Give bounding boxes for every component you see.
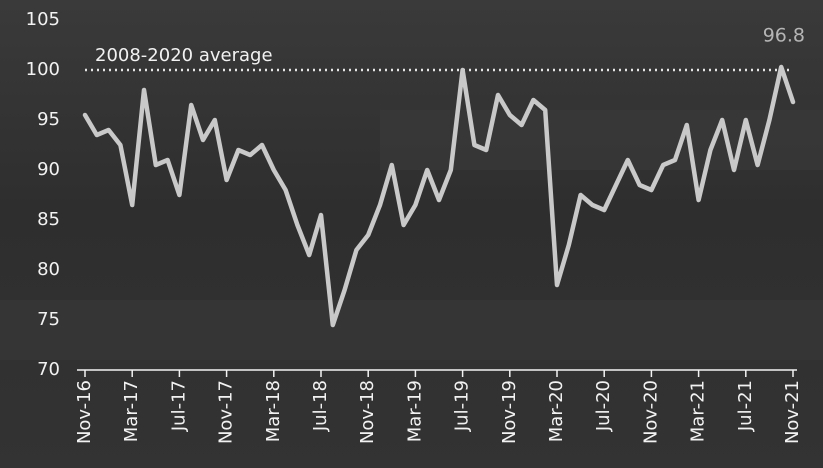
x-tick-label: Jul-17 [168, 380, 189, 432]
y-tick-label: 95 [37, 109, 60, 130]
x-tick-label: Nov-20 [640, 380, 661, 444]
background-photo-shape [0, 300, 823, 360]
x-tick-label: Mar-21 [688, 380, 709, 442]
x-tick-label: Jul-20 [593, 380, 614, 432]
y-tick-label: 70 [37, 359, 60, 380]
x-tick-label: Jul-18 [310, 380, 331, 432]
x-tick-label: Nov-21 [782, 380, 803, 444]
x-tick-label: Jul-19 [452, 380, 473, 432]
x-tick-label: Mar-20 [546, 380, 567, 442]
last-value-label: 96.8 [763, 25, 805, 47]
x-tick-label: Nov-17 [216, 380, 237, 444]
y-tick-label: 80 [37, 259, 60, 280]
x-tick-label: Mar-19 [404, 380, 425, 442]
x-tick-label: Nov-18 [357, 380, 378, 444]
x-tick-label: Nov-16 [74, 380, 95, 444]
reference-label: 2008-2020 average [95, 45, 273, 66]
y-tick-label: 100 [26, 59, 60, 80]
x-tick-label: Jul-21 [735, 380, 756, 432]
x-tick-label: Mar-17 [121, 380, 142, 442]
x-tick-label: Mar-18 [263, 380, 284, 442]
y-tick-label: 90 [37, 159, 60, 180]
chart: 70 75 80 85 90 95 100 105 Nov-16 Mar-17 Jul-17 Nov-… [0, 0, 823, 468]
y-tick-label: 85 [37, 209, 60, 230]
x-tick-label: Nov-19 [499, 380, 520, 444]
y-tick-label: 105 [26, 9, 60, 30]
y-tick-label: 75 [37, 309, 60, 330]
